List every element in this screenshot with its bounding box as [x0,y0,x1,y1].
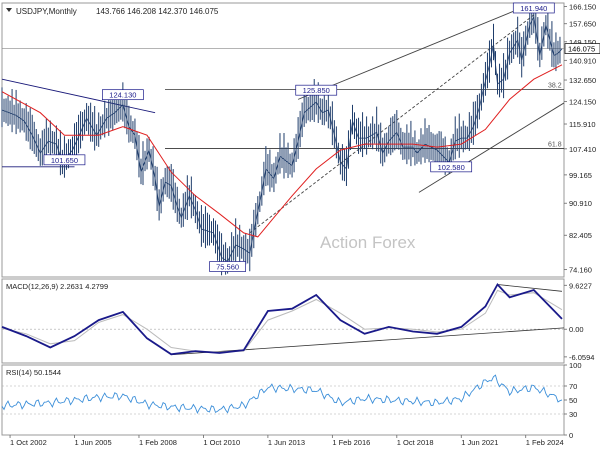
annotation-label: 75.560 [216,263,239,272]
annotation-label: 161.940 [520,4,547,13]
y-tick-label: 82.405 [569,231,592,240]
current-price-label: 146.075 [568,45,595,54]
y-tick-label: 140.910 [569,56,596,65]
annotation-label: 102.580 [438,163,465,172]
macd-trendline [497,284,563,292]
main-layer: 38.2 61.8 161.940 125.850 124.130 101.650 102.… [1,2,565,276]
annotation-label: 124.130 [109,91,136,100]
price-annotation: 124.130 [102,89,144,101]
watermark: Action Forex [320,233,416,252]
rsi-y-tick-label: 50 [569,396,577,405]
y-tick-label: 149.150 [569,38,596,47]
macd-line [1,282,563,356]
moving-average-line [1,64,563,238]
rsi-title: RSI(14) 50.1544 [6,368,61,377]
macd-y-tick-label: -6.0594 [569,353,594,362]
panels [1,2,565,436]
annotation-box [295,84,338,96]
current-price-box [564,43,600,54]
annotation-box [43,154,86,166]
macd-panel [1,278,565,364]
x-tick-label: 1 Oct 2018 [397,438,434,447]
trendline [297,2,534,100]
macd-y-axis: 9.6227 0.00 -6.0594 [564,281,594,362]
main-panel [1,2,565,278]
trendline [418,102,565,193]
y-tick-label: 157.650 [569,20,596,29]
x-tick-label: 1 Oct 2010 [203,438,240,447]
symbol-timeframe: USDJPY,Monthly [16,7,77,16]
x-axis: 1 Oct 2002 1 Jun 2005 1 Feb 2008 1 Oct 2010… [9,435,564,447]
y-tick-label: 124.150 [569,98,596,107]
x-tick-label: 1 Jun 2005 [75,438,112,447]
macd-y-tick-label: 0.00 [569,325,584,334]
macd-y-tick-label: 9.6227 [569,281,592,290]
macd-title: MACD(12,26,9) 2.2631 4.2799 [6,282,108,291]
macd-layer [1,282,565,356]
rsi-panel [1,364,565,436]
x-tick-label: 1 Oct 2002 [10,438,47,447]
price-annotation: 161.940 [512,2,555,14]
y-tick-label: 115.910 [569,120,596,129]
y-tick-label: 99.165 [569,171,592,180]
y-tick-label: 166.150 [569,3,596,12]
fib-level-label: 38.2 [548,83,562,90]
main-y-axis: 166.150 157.650 149.150 140.910 132.650 124.1… [564,3,600,275]
x-tick-label: 1 Jun 2013 [268,438,305,447]
annotation-box [102,89,144,101]
price-annotation: 102.580 [430,161,473,173]
macd-signal-line [1,289,563,353]
rsi-y-tick-label: 100 [569,361,582,370]
rsi-layer [1,374,564,415]
dropdown-triangle-icon[interactable] [6,8,12,12]
annotation-box [209,261,246,272]
rsi-y-tick-label: 0 [569,431,573,440]
rsi-y-axis: 100 70 50 30 0 [564,361,582,440]
price-line [1,15,563,263]
y-tick-label: 107.410 [569,145,596,154]
trendline [1,78,156,114]
x-tick-label: 1 Jun 2021 [461,438,498,447]
annotation-box [512,2,555,14]
annotation-box [430,161,473,173]
rsi-y-tick-label: 70 [569,382,577,391]
annotation-label: 125.850 [303,86,330,95]
rsi-line [1,374,563,415]
y-tick-label: 74.160 [569,266,592,275]
price-annotation: 75.560 [209,261,246,272]
y-tick-label: 90.910 [569,199,592,208]
rsi-y-tick-label: 30 [569,410,577,419]
price-annotation: 101.650 [43,154,86,166]
y-tick-label: 132.650 [569,76,596,85]
fib-level-label: 61.8 [548,142,562,149]
ohlc-values: 143.766 146.208 142.370 146.075 [96,7,219,16]
header: USDJPY,Monthly 143.766 146.208 142.370 1… [6,7,219,16]
x-tick-label: 1 Feb 2008 [139,438,177,447]
x-tick-label: 1 Feb 2024 [526,438,564,447]
x-tick-label: 1 Feb 2016 [332,438,370,447]
price-annotation: 125.850 [295,84,338,96]
annotation-label: 101.650 [51,156,78,165]
